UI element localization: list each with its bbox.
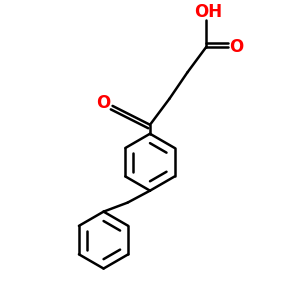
Text: O: O bbox=[96, 94, 110, 112]
Text: OH: OH bbox=[194, 2, 222, 20]
Text: O: O bbox=[229, 38, 243, 56]
